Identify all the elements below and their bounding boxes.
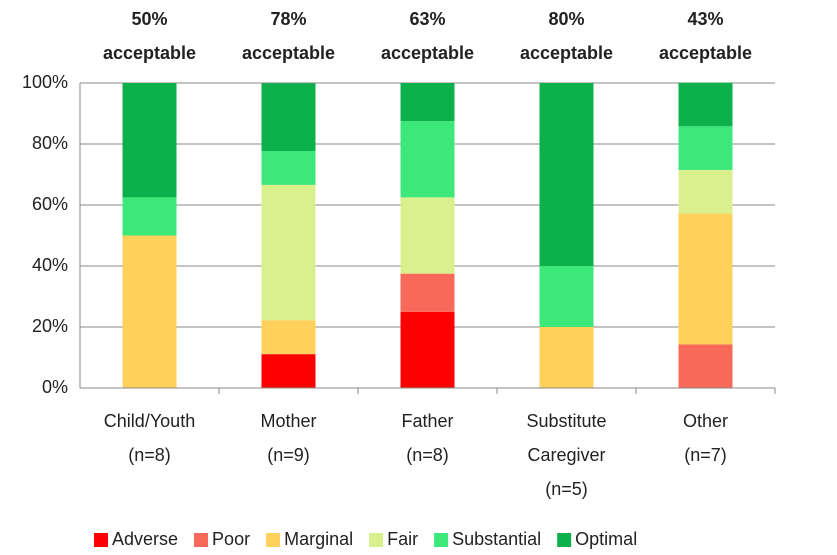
legend-label: Fair: [387, 529, 418, 549]
bar-segment: [261, 83, 316, 152]
x-tick-label: (n=9): [267, 445, 310, 465]
x-tick-label: (n=5): [545, 479, 588, 499]
annotation: acceptable: [659, 43, 752, 63]
y-tick-label: 60%: [32, 194, 68, 214]
bar-segment: [678, 344, 733, 388]
legend-swatch: [266, 533, 281, 547]
legend-swatch: [434, 533, 449, 547]
y-tick-label: 0%: [42, 377, 68, 397]
x-tick-label: Mother: [260, 411, 316, 431]
bar-segment: [539, 327, 594, 388]
legend-swatch: [557, 533, 572, 547]
legend-label: Adverse: [112, 529, 178, 549]
y-tick-label: 20%: [32, 316, 68, 336]
bar-segment: [678, 213, 733, 345]
legend-label: Marginal: [284, 529, 353, 549]
x-tick-label: Father: [401, 411, 453, 431]
annotation: 50%: [131, 9, 167, 29]
x-tick-label: Caregiver: [527, 445, 605, 465]
bar-segment: [400, 273, 455, 312]
bar-segment: [122, 83, 177, 198]
annotation: 43%: [687, 9, 723, 29]
x-tick-label: (n=7): [684, 445, 727, 465]
legend-label: Substantial: [452, 529, 541, 549]
bar-segment: [122, 235, 177, 388]
bar-segment: [678, 126, 733, 170]
bar-segment: [122, 197, 177, 236]
bar-segment: [261, 320, 316, 355]
annotation: 80%: [548, 9, 584, 29]
legend-label: Poor: [212, 529, 250, 549]
bar-segment: [539, 83, 594, 266]
annotation: acceptable: [520, 43, 613, 63]
x-tick-label: (n=8): [128, 445, 171, 465]
x-tick-label: Child/Youth: [104, 411, 195, 431]
annotation: 78%: [270, 9, 306, 29]
bar-segment: [400, 121, 455, 198]
legend-swatch: [94, 533, 108, 547]
legend-swatch: [369, 533, 384, 547]
bar-segment: [400, 197, 455, 274]
y-tick-label: 100%: [22, 72, 68, 92]
y-tick-label: 40%: [32, 255, 68, 275]
annotation: acceptable: [242, 43, 335, 63]
x-tick-label: Other: [683, 411, 728, 431]
annotation: acceptable: [381, 43, 474, 63]
bar-segment: [678, 169, 733, 214]
y-tick-label: 80%: [32, 133, 68, 153]
legend-swatch: [194, 533, 209, 547]
bar-segment: [539, 266, 594, 327]
bar-segment: [400, 83, 455, 122]
bar-segment: [678, 82, 733, 127]
bar-segment: [261, 184, 316, 321]
bar-segment: [400, 311, 455, 388]
legend-label: Optimal: [575, 529, 637, 549]
annotation: 63%: [409, 9, 445, 29]
bar-segment: [261, 151, 316, 185]
x-tick-label: Substitute: [526, 411, 606, 431]
x-tick-label: (n=8): [406, 445, 449, 465]
bar-segment: [261, 354, 316, 388]
annotation: acceptable: [103, 43, 196, 63]
